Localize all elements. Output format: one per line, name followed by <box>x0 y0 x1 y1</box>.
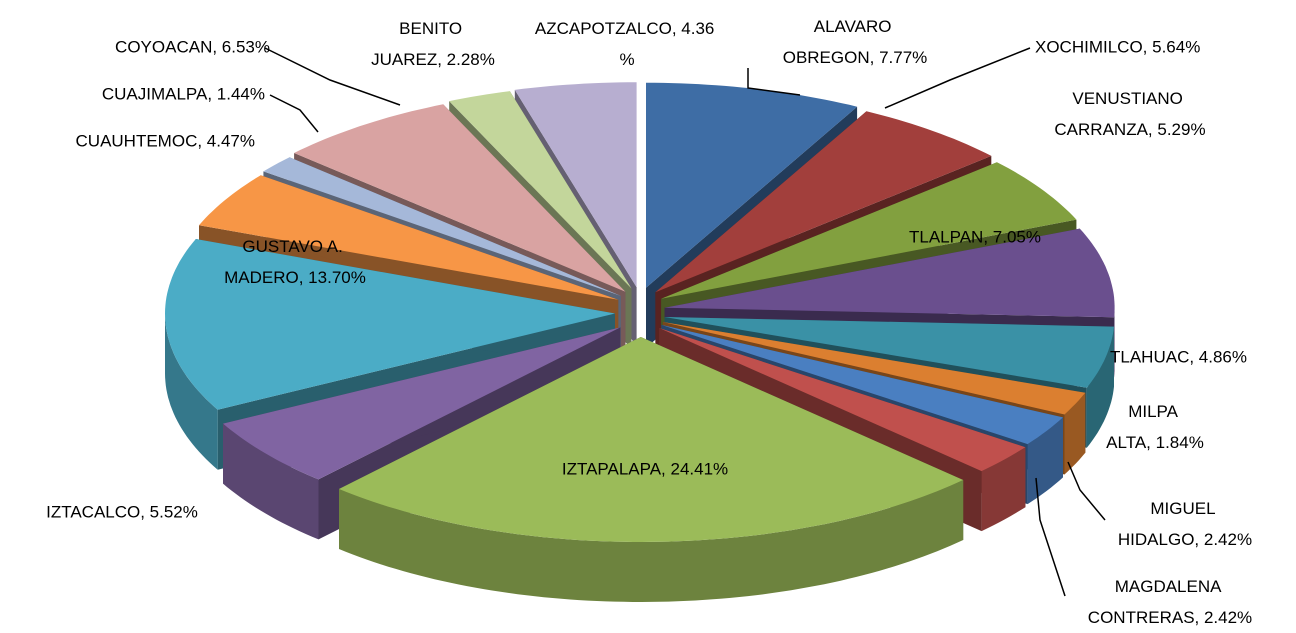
leader-line <box>269 94 319 133</box>
data-label: TLAHUAC, 4.86% <box>1110 347 1247 366</box>
label-line: VENUSTIANO <box>1072 89 1187 108</box>
slice <box>263 157 621 296</box>
label-line: ALTA, 1.84% <box>1106 433 1204 452</box>
label-line: GUSTAVO A. <box>242 237 347 256</box>
label-line: ALAVARO <box>814 17 897 36</box>
label-line: MILPA <box>1128 402 1182 421</box>
slice <box>223 327 621 480</box>
slice <box>339 337 964 542</box>
data-label: ALAVARO OBREGON, 7.77% <box>783 17 928 67</box>
data-label: MAGDALENA CONTRERAS, 2.42% <box>1088 577 1252 627</box>
data-label: XOCHIMILCO, 5.64% <box>1035 37 1200 56</box>
label-line: BENITO <box>399 19 467 38</box>
label-line: CARRANZA, 5.29% <box>1054 120 1205 139</box>
slice-wall <box>1114 307 1115 378</box>
data-label: IZTACALCO, 5.52% <box>46 502 198 521</box>
data-label: CUAUHTEMOC, 4.47% <box>76 131 255 150</box>
slice <box>664 228 1115 318</box>
slice <box>449 91 632 289</box>
slice <box>514 82 637 288</box>
slice <box>659 328 1026 472</box>
data-label: TLALPAN, 7.05% <box>909 227 1041 246</box>
slice <box>646 82 858 288</box>
data-label: COYOACAN, 6.53% <box>115 37 270 56</box>
label-line: MADERO, 13.70% <box>224 268 366 287</box>
label-line: HIDALGO, 2.42% <box>1118 530 1252 549</box>
label-line: MAGDALENA <box>1115 577 1226 596</box>
data-label: AZCAPOTZALCO, 4.36 % <box>535 19 719 69</box>
slice-wall <box>339 480 964 602</box>
leader-line <box>264 47 401 106</box>
label-line: MIGUEL <box>1150 499 1219 518</box>
data-label: BENITO JUAREZ, 2.28% <box>371 19 495 69</box>
slice-wall <box>1086 326 1114 448</box>
slice <box>664 317 1114 388</box>
label-line: CONTRERAS, 2.42% <box>1088 608 1252 627</box>
data-label: MILPA ALTA, 1.84% <box>1106 402 1204 452</box>
slice-wall <box>981 447 1026 532</box>
data-label: IZTAPALAPA, 24.41% <box>562 459 728 478</box>
slice-wall <box>1064 392 1086 475</box>
label-line: AZCAPOTZALCO, 4.36 <box>535 19 719 38</box>
slice <box>661 162 1077 299</box>
label-line: % <box>619 50 634 69</box>
leader-line <box>1035 477 1066 597</box>
label-line: JUAREZ, 2.28% <box>371 50 495 69</box>
slice <box>655 111 992 293</box>
data-label: MIGUEL HIDALGO, 2.42% <box>1118 499 1252 549</box>
slice-wall <box>223 423 319 540</box>
label-line: OBREGON, 7.77% <box>783 48 928 67</box>
leader-line <box>747 68 801 96</box>
slice <box>165 239 615 410</box>
slice-wall <box>165 313 218 470</box>
slice <box>199 175 619 300</box>
slice <box>661 324 1063 445</box>
data-label: GUSTAVO A. MADERO, 13.70% <box>224 237 366 287</box>
data-label: CUAJIMALPA, 1.44% <box>102 84 265 103</box>
leader-line <box>1067 461 1106 521</box>
slice <box>662 322 1086 415</box>
slice <box>294 104 626 292</box>
data-label: VENUSTIANO CARRANZA, 5.29% <box>1054 89 1205 139</box>
leader-line <box>884 47 1031 109</box>
